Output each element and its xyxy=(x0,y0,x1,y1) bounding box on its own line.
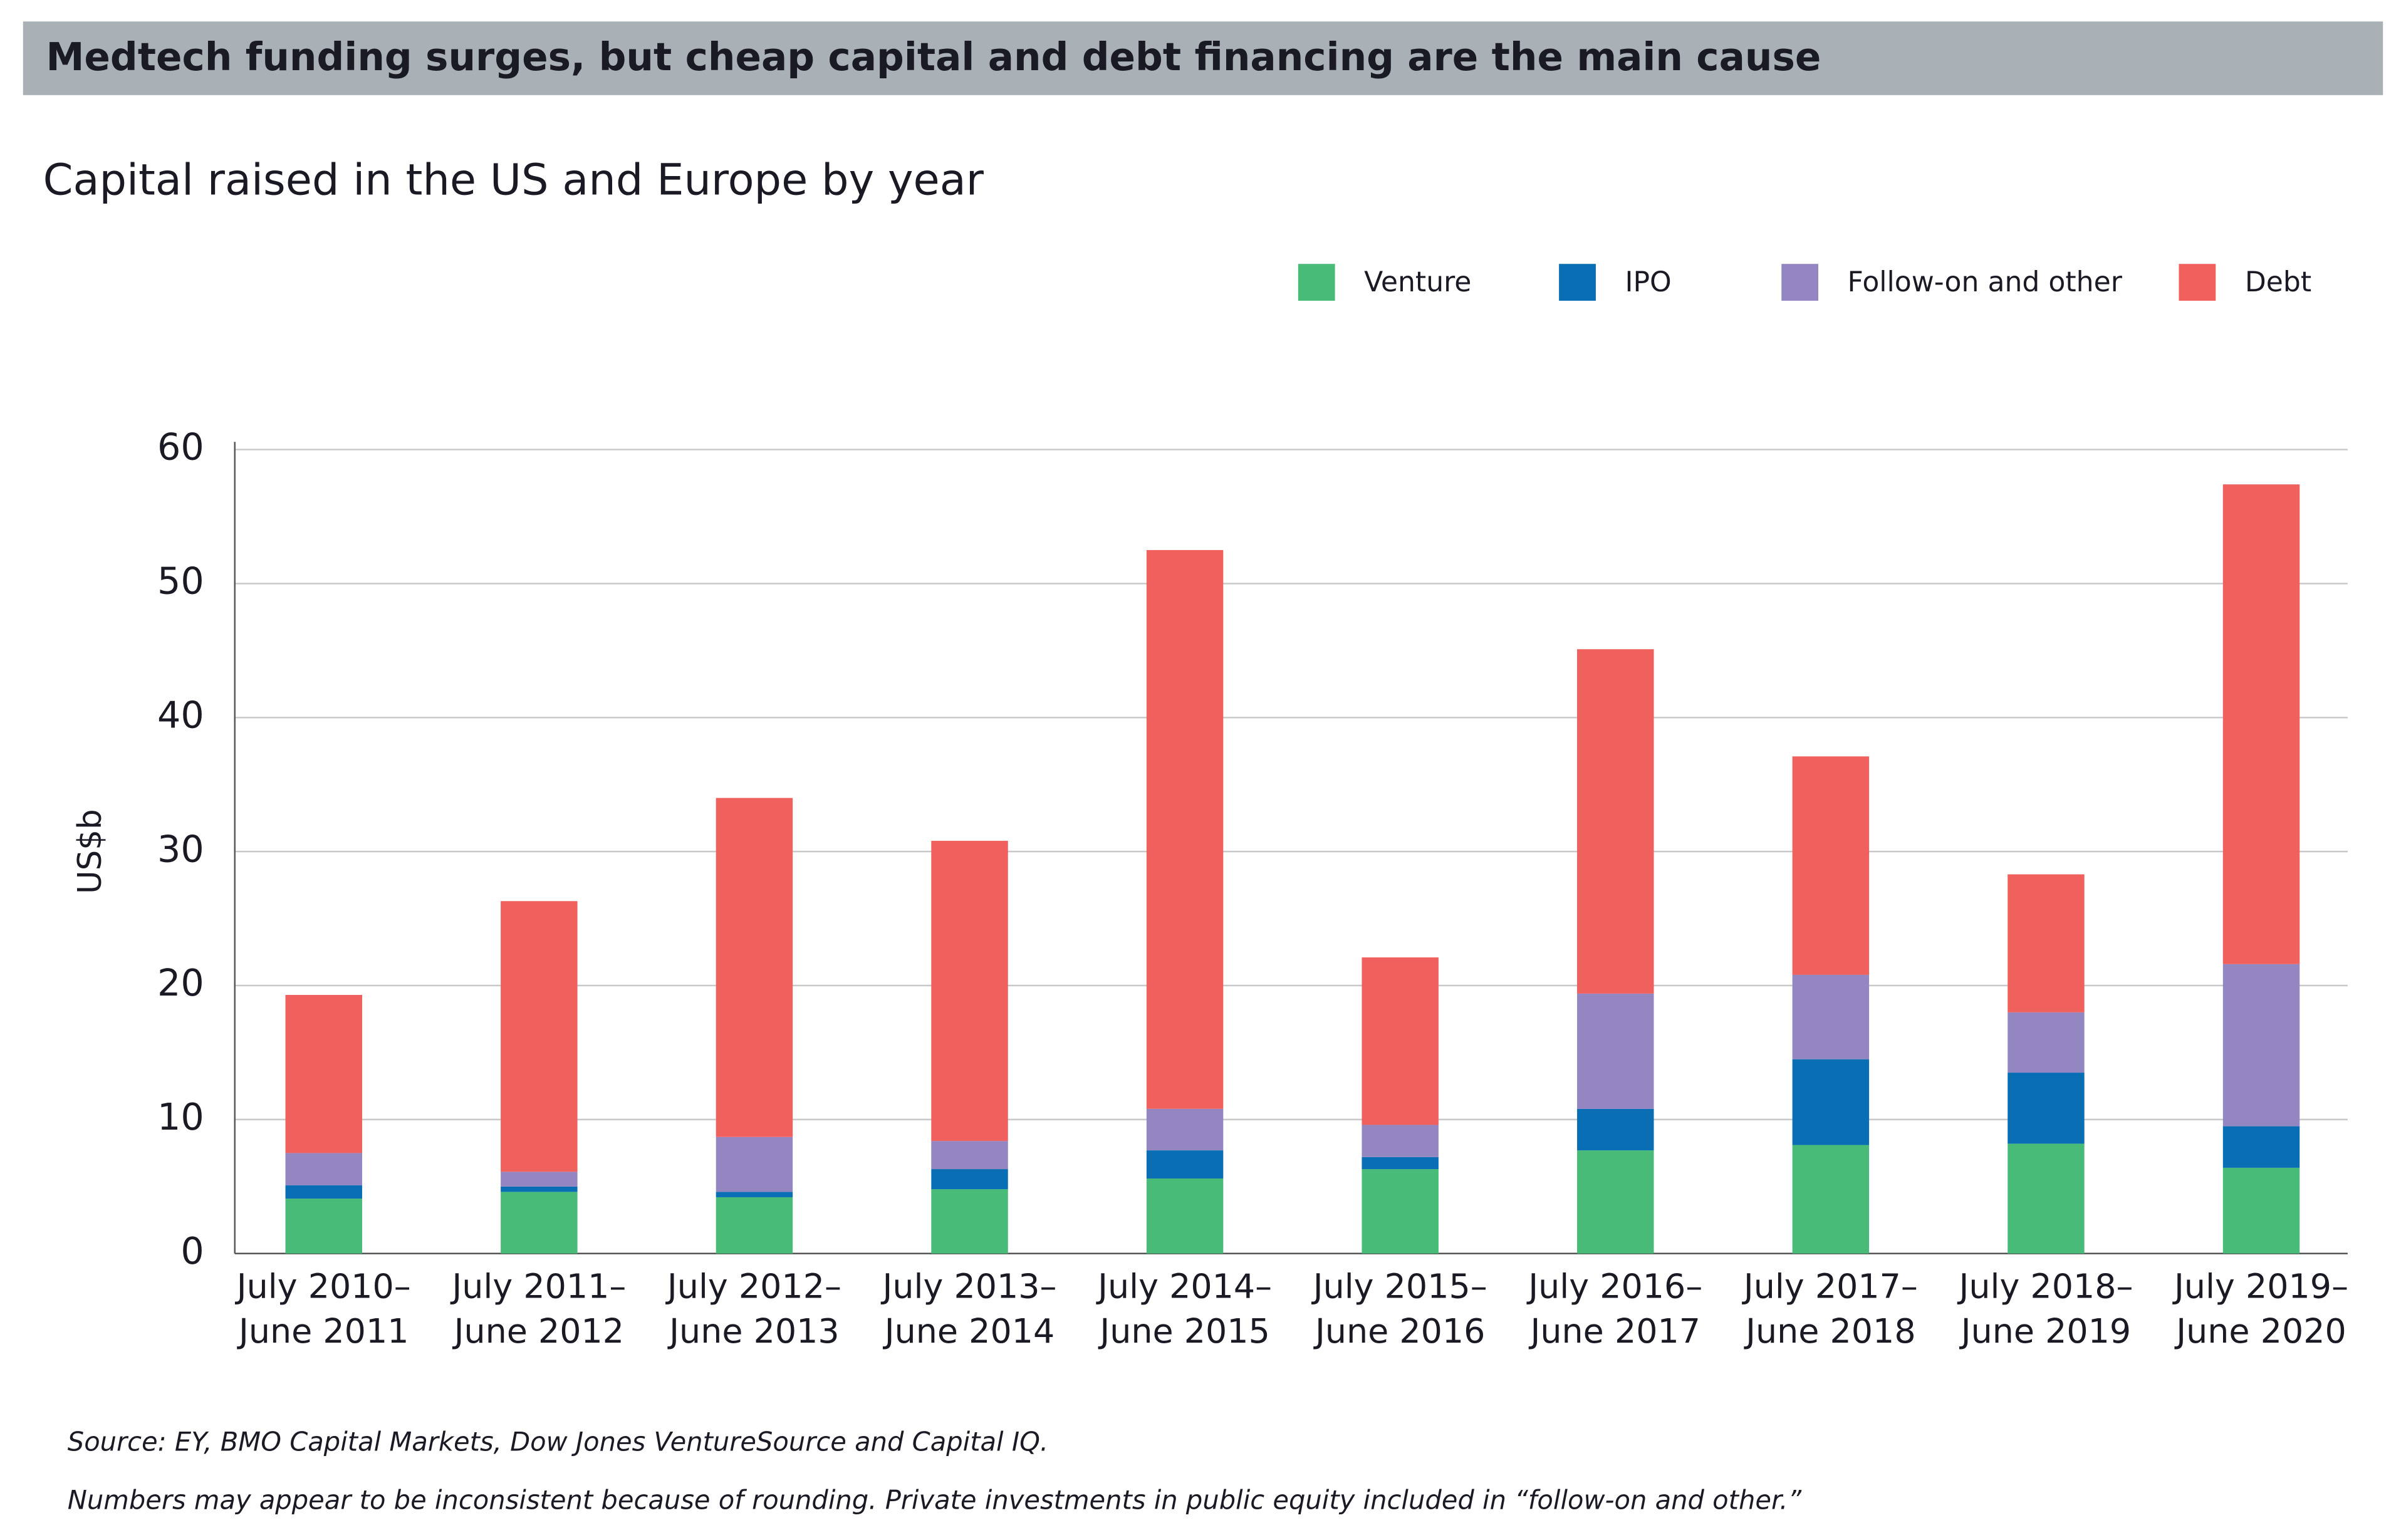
legend-swatch xyxy=(2179,264,2216,301)
y-tick-label: 30 xyxy=(157,827,204,870)
note: Source: EY, BMO Capital Markets, Dow Jon… xyxy=(68,1426,1048,1457)
bar-segment xyxy=(501,1186,578,1192)
bar-segment xyxy=(1362,1157,1439,1170)
legend-label: IPO xyxy=(1625,266,1671,298)
bar-segment xyxy=(1792,974,1870,1059)
bar-segment xyxy=(285,1153,362,1185)
bar-segment xyxy=(501,1192,578,1254)
bar-segment xyxy=(931,841,1008,1142)
x-tick-label: July 2012– xyxy=(665,1267,841,1306)
y-tick-label: 20 xyxy=(157,961,204,1004)
x-tick-label: July 2015– xyxy=(1311,1267,1487,1306)
bar-segment xyxy=(1577,993,1654,1109)
bar-segment xyxy=(1792,1059,1870,1145)
x-tick-label: June 2011 xyxy=(237,1311,409,1351)
x-tick-label: July 2016– xyxy=(1526,1267,1702,1306)
legend-label: Debt xyxy=(2245,266,2311,298)
x-tick-label: June 2013 xyxy=(667,1311,839,1351)
note: Numbers may appear to be inconsistent be… xyxy=(68,1485,1802,1516)
y-axis-label: US$b xyxy=(71,809,109,894)
bar-segment xyxy=(285,1185,362,1199)
y-tick-label: 50 xyxy=(157,559,204,603)
legend-label: Follow-on and other xyxy=(1848,266,2123,298)
bar-segment xyxy=(1362,957,1439,1125)
bar-segment xyxy=(1577,1108,1654,1151)
x-tick-label: June 2015 xyxy=(1098,1311,1269,1351)
bar-segment xyxy=(1577,1150,1654,1254)
bar-segment xyxy=(285,1199,362,1254)
x-tick-label: June 2012 xyxy=(452,1311,624,1351)
bar-segment xyxy=(1146,1150,1224,1179)
x-tick-label: July 2013– xyxy=(881,1267,1057,1306)
bar-segment xyxy=(1362,1169,1439,1254)
x-tick-label: June 2017 xyxy=(1529,1311,1700,1351)
bar-segment xyxy=(501,901,578,1172)
bar-segment xyxy=(2008,874,2085,1012)
x-tick-label: June 2019 xyxy=(1959,1311,2131,1351)
x-tick-label: July 2010– xyxy=(235,1267,411,1306)
x-tick-label: June 2014 xyxy=(883,1311,1055,1351)
legend-swatch xyxy=(1298,264,1335,301)
bar-segment xyxy=(1577,649,1654,994)
x-tick-label: June 2018 xyxy=(1744,1311,1915,1351)
x-tick-label: June 2016 xyxy=(1313,1311,1485,1351)
legend-swatch xyxy=(1559,264,1596,301)
bar-segment xyxy=(1146,1108,1224,1151)
bar-segment xyxy=(1792,756,1870,975)
x-tick-label: June 2020 xyxy=(2174,1311,2346,1351)
x-tick-label: July 2018– xyxy=(1957,1267,2133,1306)
header: Medtech funding surges, but cheap capita… xyxy=(46,35,1821,80)
bar-segment xyxy=(2008,1073,2085,1144)
bar-segment xyxy=(716,1137,793,1192)
bar-segment xyxy=(2222,1126,2300,1168)
bar-segment xyxy=(501,1172,578,1187)
y-tick-label: 10 xyxy=(157,1095,204,1138)
bar-segment xyxy=(2222,1167,2300,1254)
x-tick-label: July 2014– xyxy=(1096,1267,1272,1306)
chart-title: Capital raised in the US and Europe by y… xyxy=(43,155,984,205)
bar-segment xyxy=(716,1192,793,1197)
y-tick-label: 40 xyxy=(157,693,204,736)
bar-segment xyxy=(716,1197,793,1254)
bar-segment xyxy=(2222,964,2300,1126)
bar-segment xyxy=(1792,1145,1870,1254)
bar-segment xyxy=(2008,1143,2085,1254)
x-tick-label: July 2017– xyxy=(1742,1267,1918,1306)
y-tick-label: 0 xyxy=(180,1229,204,1272)
bar-segment xyxy=(716,798,793,1137)
bar-segment xyxy=(2222,484,2300,964)
bar-segment xyxy=(1146,1178,1224,1254)
x-tick-label: July 2011– xyxy=(450,1267,626,1306)
legend-label: Venture xyxy=(1364,266,1471,298)
legend-swatch xyxy=(1781,264,1819,301)
y-tick-label: 60 xyxy=(157,425,204,469)
bar-segment xyxy=(2008,1012,2085,1073)
x-tick-label: July 2019– xyxy=(2172,1267,2348,1306)
bar-segment xyxy=(931,1169,1008,1190)
bar-segment xyxy=(1146,549,1224,1109)
bar-segment xyxy=(931,1141,1008,1170)
bar-segment xyxy=(1362,1125,1439,1157)
bar-segment xyxy=(931,1189,1008,1254)
header-band xyxy=(23,21,2383,95)
bar-segment xyxy=(285,995,362,1153)
